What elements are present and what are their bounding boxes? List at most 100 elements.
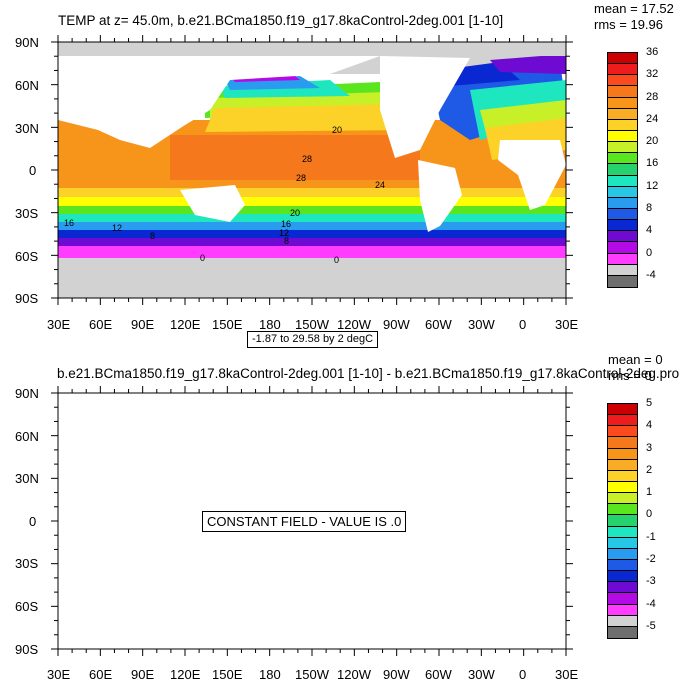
colorbar-swatch — [608, 604, 637, 616]
colorbar-swatch — [608, 164, 637, 176]
ocean-temperature-field — [58, 42, 566, 298]
panel2-mean: mean = 0 — [608, 352, 663, 367]
colorbar-swatch — [608, 97, 637, 109]
panel2-title: b.e21.BCma1850.f19_g17.8kaControl-2deg.0… — [57, 366, 680, 381]
lon-label: 120E — [170, 667, 201, 682]
colorbar-swatch — [608, 220, 637, 232]
colorbar-label: 2 — [646, 463, 653, 476]
lat-label: 30S — [15, 556, 39, 571]
colorbar-swatch — [608, 131, 637, 143]
lat-label: 0 — [29, 163, 37, 178]
lon-label: 180 — [259, 667, 281, 682]
colorbar-swatch — [608, 264, 637, 276]
colorbar-label: -4 — [646, 597, 656, 610]
colorbar-swatch — [608, 593, 637, 605]
lon-label: 30W — [468, 317, 495, 332]
colorbar-swatch — [608, 504, 637, 516]
colorbar-label: 4 — [646, 224, 653, 237]
contour-label: 8 — [150, 231, 155, 241]
colorbar-swatch — [608, 493, 637, 505]
colorbar-swatch — [608, 64, 637, 76]
colorbar-label: -5 — [646, 619, 656, 632]
contour-label: 16 — [64, 218, 74, 228]
lat-label: 90S — [15, 642, 39, 657]
panel1-colorbar — [607, 52, 638, 288]
lon-label: 150W — [295, 317, 329, 332]
lon-label: 120W — [337, 317, 371, 332]
panel1-range-label: -1.87 to 29.58 by 2 degC — [247, 331, 379, 348]
contour-label: 20 — [332, 125, 342, 135]
lon-label: 60W — [425, 317, 452, 332]
colorbar-swatch — [608, 548, 637, 560]
colorbar-swatch — [608, 448, 637, 460]
colorbar-swatch — [608, 437, 637, 449]
lon-label: 150W — [295, 667, 329, 682]
lon-label: 90E — [131, 317, 155, 332]
contour-label: 24 — [375, 180, 385, 190]
contour-label: 12 — [112, 223, 122, 233]
colorbar-label: 36 — [646, 46, 659, 58]
lon-label: 150E — [212, 667, 243, 682]
colorbar-label: 8 — [646, 202, 653, 214]
colorbar-swatch — [608, 108, 637, 120]
contour-label: 12 — [279, 228, 289, 238]
lon-label: 0 — [519, 667, 527, 682]
lon-label: 60W — [425, 667, 452, 682]
colorbar-swatch — [608, 53, 637, 65]
colorbar-swatch — [608, 537, 637, 549]
colorbar-swatch — [608, 275, 637, 287]
lon-label: 60E — [89, 667, 113, 682]
lat-label: 30N — [15, 471, 39, 486]
colorbar-label: 12 — [646, 179, 659, 192]
panel2-colorbar — [607, 403, 638, 639]
contour-label: 0 — [334, 255, 339, 265]
colorbar-label: 0 — [646, 508, 653, 521]
lon-label: 30E — [47, 317, 71, 332]
lat-label: 60S — [15, 599, 39, 614]
colorbar-swatch — [608, 426, 637, 438]
colorbar-swatch — [608, 153, 637, 165]
colorbar-label: -2 — [646, 553, 656, 565]
panel2-ticks — [51, 386, 573, 656]
colorbar-label: -3 — [646, 575, 656, 588]
lon-label: 180 — [259, 317, 281, 332]
lon-label: 30W — [468, 667, 495, 682]
colorbar-swatch — [608, 197, 637, 209]
colorbar-swatch — [608, 186, 637, 198]
lon-label: 90W — [383, 667, 410, 682]
colorbar-label: 32 — [646, 68, 659, 81]
north-america-land — [380, 56, 470, 158]
colorbar-swatch — [608, 582, 637, 594]
south-america-land — [418, 160, 462, 232]
lat-label: 30S — [15, 206, 39, 221]
lat-label: 60N — [15, 78, 39, 93]
africa-land — [498, 140, 566, 210]
colorbar-swatch — [608, 560, 637, 572]
colorbar-swatch — [608, 571, 637, 583]
colorbar-label: 0 — [646, 246, 653, 259]
lon-label: 90W — [383, 317, 410, 332]
contour-label: 20 — [290, 208, 300, 218]
colorbar-swatch — [608, 415, 637, 427]
panel1-title: TEMP at z= 45.0m, b.e21.BCma1850.f19_g17… — [58, 13, 504, 28]
colorbar-swatch — [608, 209, 637, 221]
australia-land — [180, 185, 245, 222]
panel2-rms: rms = 0 — [608, 368, 652, 383]
panel1-ticks — [51, 35, 573, 305]
colorbar-label: 3 — [646, 441, 653, 454]
colorbar-swatch — [608, 142, 637, 154]
lat-label: 90N — [15, 35, 39, 50]
contour-labels: 20 28 28 24 20 16 16 12 12 8 8 0 0 — [64, 125, 385, 265]
colorbar-swatch — [608, 175, 637, 187]
colorbar-label: 5 — [646, 397, 653, 409]
lon-label: 30E — [47, 667, 71, 682]
lat-label: 60S — [15, 249, 39, 264]
colorbar-label: -4 — [646, 268, 656, 281]
colorbar-swatch — [608, 482, 637, 494]
lon-label: 60E — [89, 317, 113, 332]
lat-label: 30N — [15, 121, 39, 136]
colorbar-label: 16 — [646, 157, 659, 170]
colorbar-swatch — [608, 526, 637, 538]
